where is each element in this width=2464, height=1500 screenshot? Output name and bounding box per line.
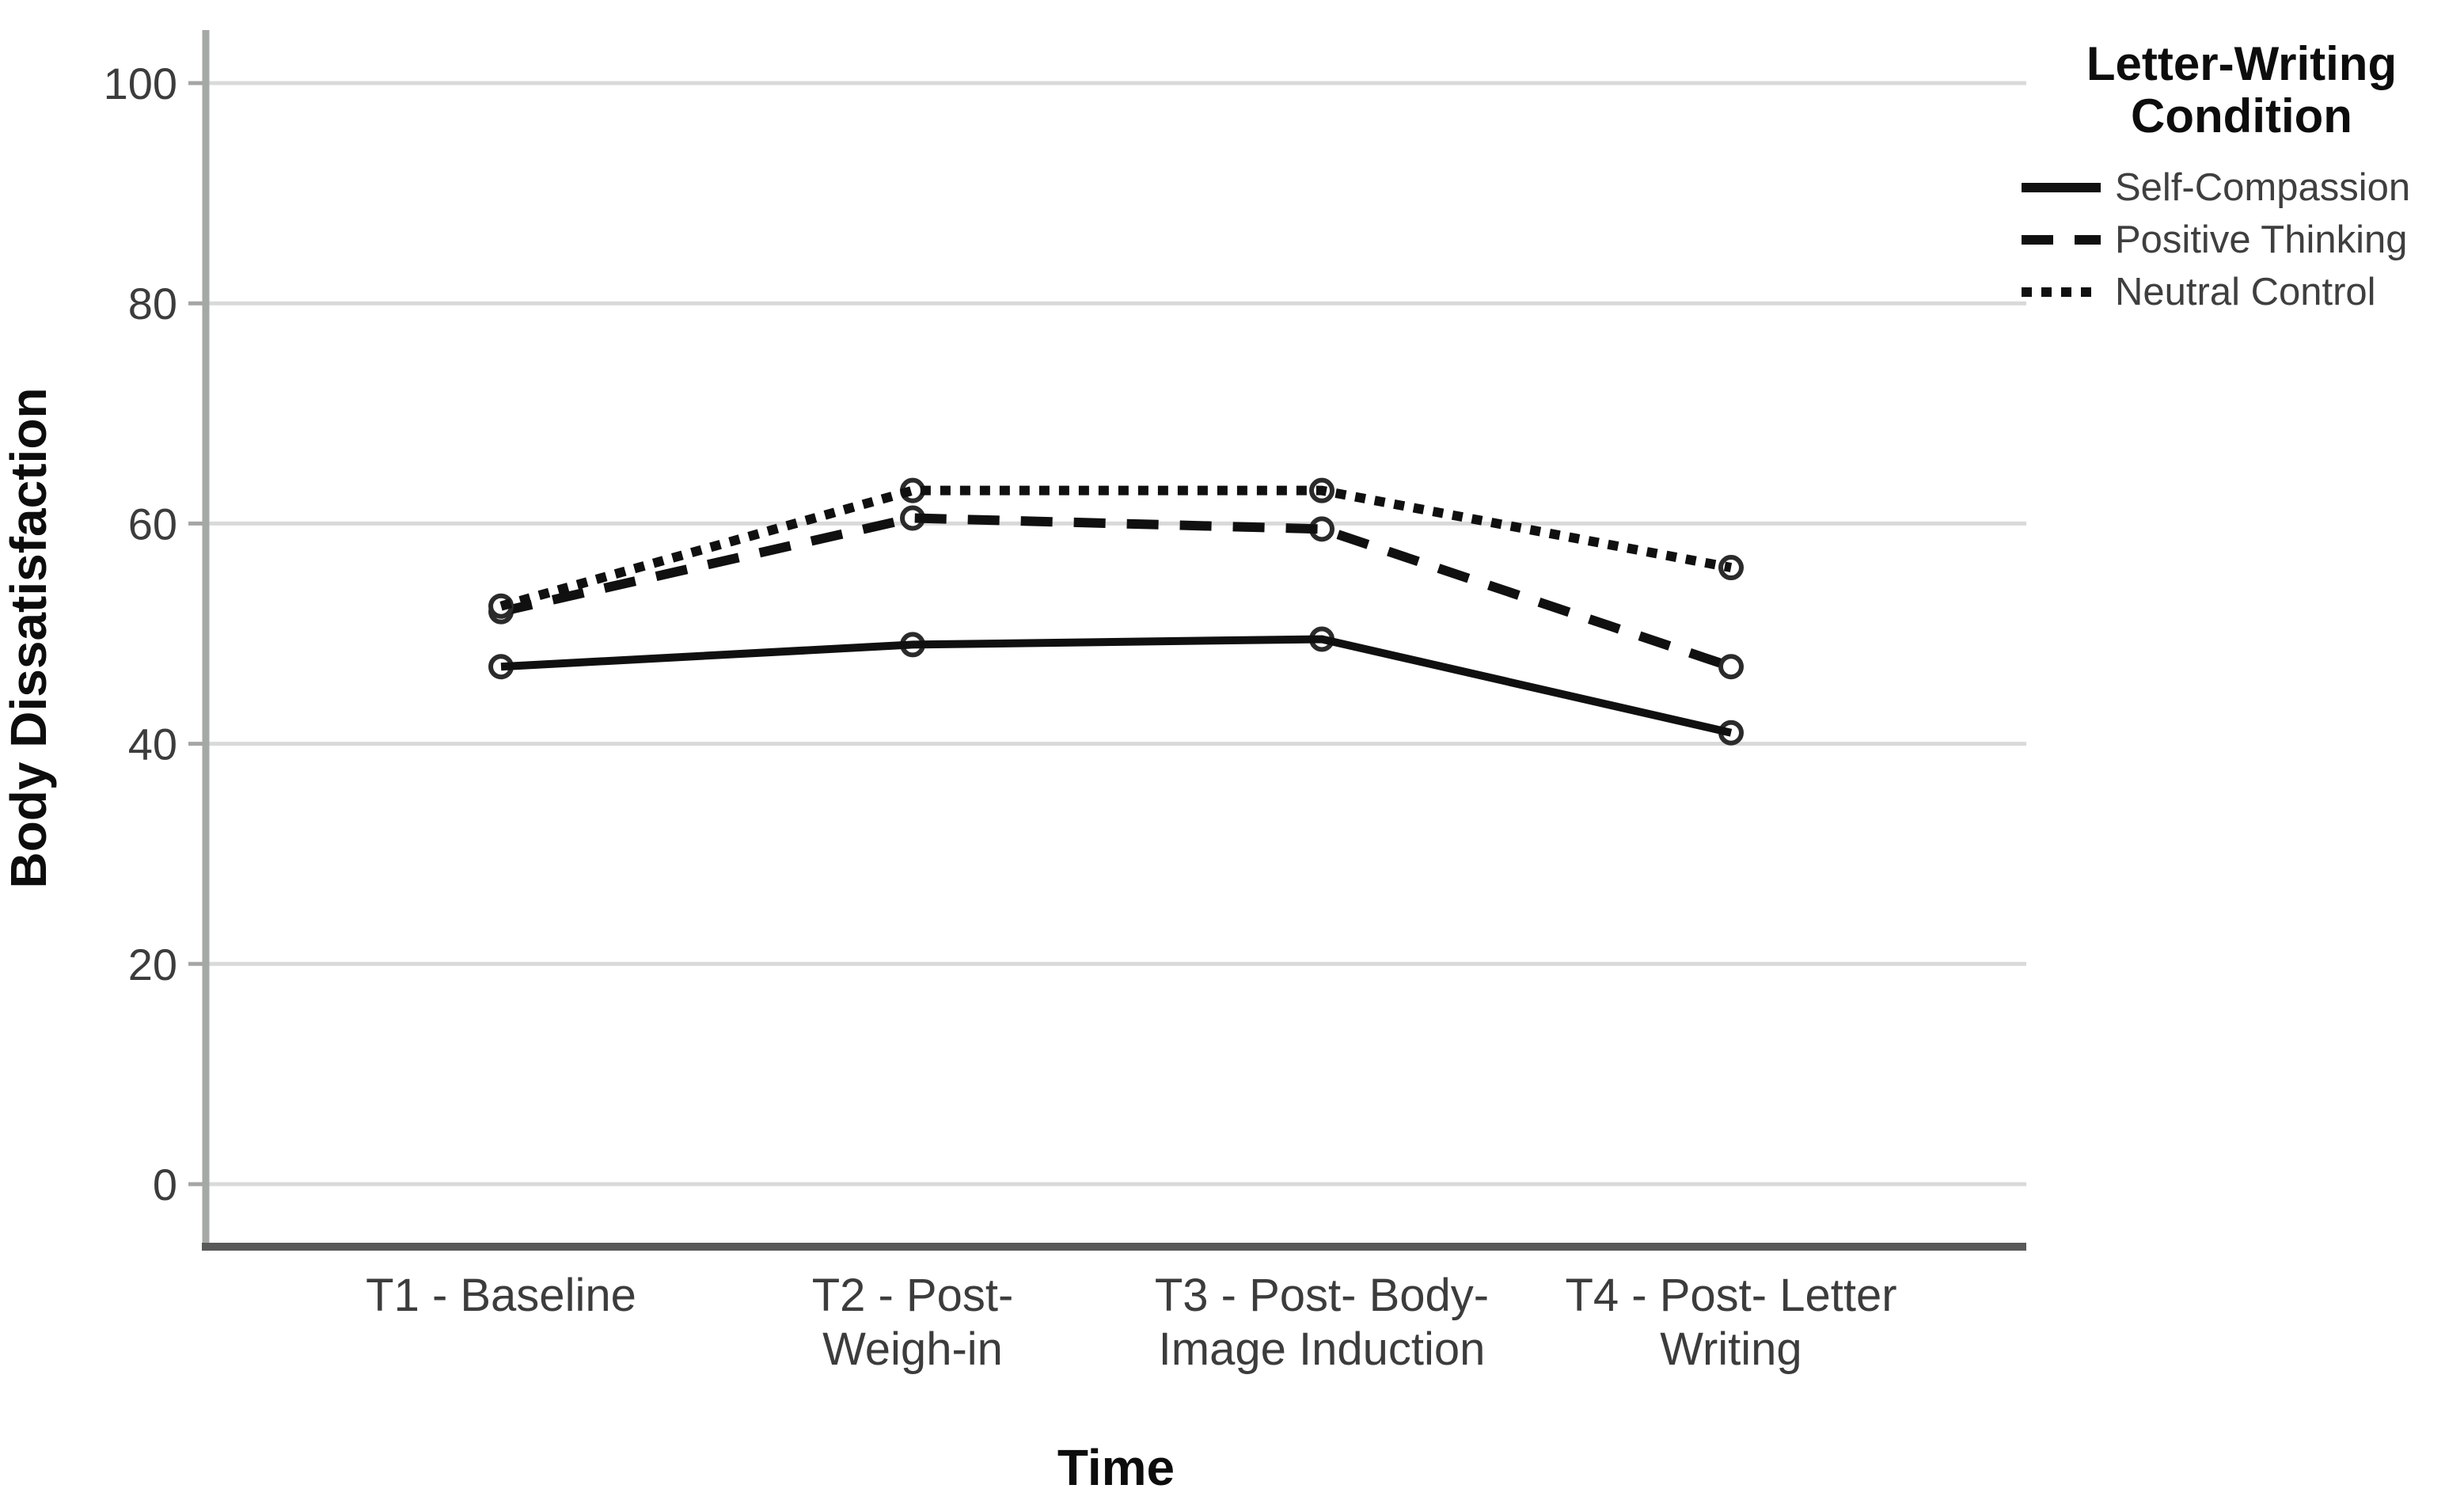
x-category-label-3-line-0: T4 - Post- Letter	[1565, 1270, 1896, 1321]
legend-item-neutral-control: Neutral Control	[2020, 266, 2463, 318]
series-line-0	[500, 635, 1733, 737]
legend-sample-dashed-line-icon	[2022, 235, 2101, 245]
y-tick-label-20: 20	[128, 940, 177, 989]
plot-area: 100 80 60 40 20 0 T1 - Baseline T2 - Post-Weigh…	[104, 30, 2026, 1375]
legend: Letter-Writing Condition Self-Compassion…	[2020, 38, 2463, 318]
y-tick-label-40: 40	[128, 720, 177, 769]
x-category-label-0-line-0: T1 - Baseline	[366, 1270, 636, 1321]
x-category-label-3-line-1: Writing	[1660, 1323, 1801, 1375]
legend-label: Self-Compassion	[2115, 166, 2411, 209]
legend-sample-solid-line-icon	[2022, 183, 2101, 192]
x-axis-title: Time	[1057, 1439, 1175, 1496]
y-tick-label-60: 60	[128, 499, 177, 549]
legend-items: Self-Compassion Positive Thinking Neutra…	[2020, 161, 2463, 318]
x-category-label-2-line-0: T3 - Post- Body-	[1155, 1270, 1489, 1321]
y-tick-label-0: 0	[153, 1160, 177, 1209]
x-category-label-1-line-0: T2 - Post-	[812, 1270, 1014, 1321]
legend-sample-dotted-line-icon	[2022, 287, 2101, 297]
y-tick-label-100: 100	[104, 59, 177, 108]
x-category-label-2-line-1: Image Induction	[1159, 1323, 1486, 1375]
marker-series-1-point-3	[1718, 654, 1744, 680]
legend-item-self-compassion: Self-Compassion	[2020, 161, 2463, 214]
y-axis-title: Body Dissatisfaction	[0, 387, 57, 888]
y-tick-label-80: 80	[128, 279, 177, 328]
legend-title: Letter-Writing Condition	[2086, 37, 2398, 142]
legend-item-positive-thinking: Positive Thinking	[2020, 214, 2463, 266]
series-line-2	[499, 485, 1733, 611]
x-category-label-1-line-1: Weigh-in	[822, 1323, 1003, 1375]
legend-label: Positive Thinking	[2115, 218, 2408, 261]
legend-label: Neutral Control	[2115, 271, 2376, 313]
